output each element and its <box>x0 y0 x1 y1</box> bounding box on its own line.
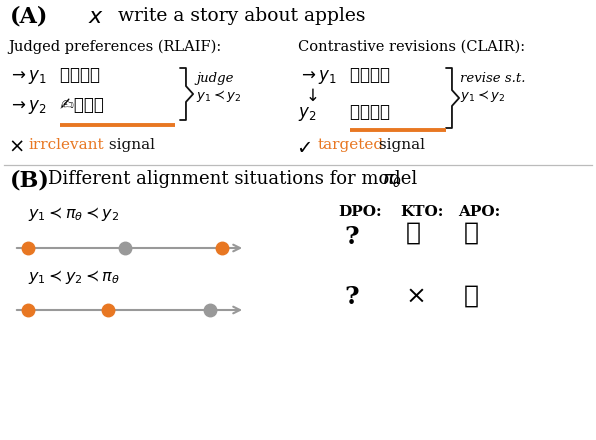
Text: $y_1 \prec y_2 \prec \pi_\theta$: $y_1 \prec y_2 \prec \pi_\theta$ <box>28 268 120 286</box>
Text: $y_1 \prec y_2$: $y_1 \prec y_2$ <box>196 88 241 104</box>
Text: 👏🕶️📄🍊: 👏🕶️📄🍊 <box>350 66 390 84</box>
Text: DPO:: DPO: <box>338 205 381 219</box>
Text: judge: judge <box>196 72 234 85</box>
Text: ?: ? <box>344 225 359 249</box>
Text: ✓: ✓ <box>406 222 421 245</box>
Text: write a story about apples: write a story about apples <box>118 7 365 25</box>
Text: $\checkmark$: $\checkmark$ <box>296 138 311 156</box>
Text: ✓: ✓ <box>464 285 479 308</box>
Text: revise s.t.: revise s.t. <box>460 72 526 85</box>
Text: 👏🕶️📄🍊: 👏🕶️📄🍊 <box>60 66 100 84</box>
Text: $\downarrow$: $\downarrow$ <box>302 88 318 105</box>
Text: $\rightarrow y_2$: $\rightarrow y_2$ <box>8 98 46 116</box>
Text: ✓: ✓ <box>464 222 479 245</box>
Text: ✍️🥷📄🍏: ✍️🥷📄🍏 <box>60 96 104 114</box>
Text: ×: × <box>406 285 427 308</box>
Text: (A): (A) <box>10 6 48 28</box>
Text: $y_1 \prec y_2$: $y_1 \prec y_2$ <box>460 88 505 104</box>
Text: signal: signal <box>104 138 155 152</box>
Text: targeted: targeted <box>318 138 384 152</box>
Text: $\times$: $\times$ <box>8 138 24 156</box>
Text: (B): (B) <box>10 170 50 192</box>
Text: APO:: APO: <box>458 205 500 219</box>
Text: $\pi_\theta$: $\pi_\theta$ <box>382 171 402 189</box>
Text: $\rightarrow y_1$: $\rightarrow y_1$ <box>298 68 337 86</box>
Text: Contrastive revisions (CLAIR):: Contrastive revisions (CLAIR): <box>298 40 525 54</box>
Text: $x$: $x$ <box>88 6 104 28</box>
Text: Different alignment situations for model: Different alignment situations for model <box>48 170 423 188</box>
Text: $y_2$: $y_2$ <box>298 105 316 123</box>
Text: ?: ? <box>344 285 359 309</box>
Text: Judged preferences (RLAIF):: Judged preferences (RLAIF): <box>8 40 221 55</box>
Text: $y_1 \prec \pi_\theta \prec y_2$: $y_1 \prec \pi_\theta \prec y_2$ <box>28 205 119 223</box>
Text: $\rightarrow y_1$: $\rightarrow y_1$ <box>8 68 46 86</box>
Text: 👏🕶️📄🍏: 👏🕶️📄🍏 <box>350 103 390 121</box>
Text: signal: signal <box>374 138 425 152</box>
Text: KTO:: KTO: <box>400 205 443 219</box>
Text: irrclevant: irrclevant <box>28 138 104 152</box>
